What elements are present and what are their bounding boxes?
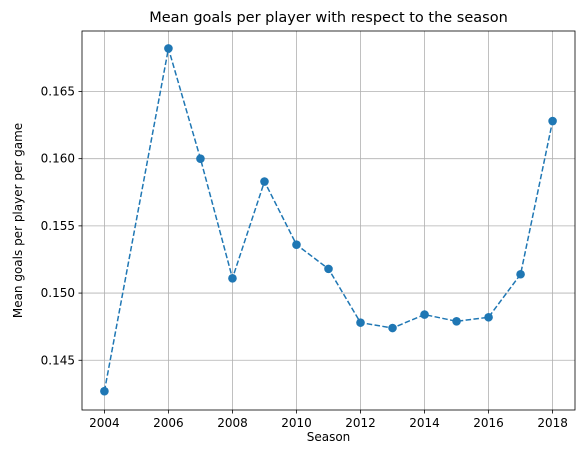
x-tick-label: 2018 <box>537 416 568 430</box>
data-point <box>292 240 301 249</box>
x-tick-label: 2016 <box>473 416 504 430</box>
y-tick-label: 0.145 <box>41 353 75 367</box>
chart-title: Mean goals per player with respect to th… <box>149 10 508 26</box>
x-axis-ticks: 2004 2006 2008 2010 2012 2014 2016 2018 <box>89 410 568 430</box>
data-point <box>164 44 173 53</box>
series-line <box>103 48 554 392</box>
data-points <box>100 44 557 396</box>
data-point <box>420 310 429 319</box>
data-point <box>516 269 525 279</box>
x-tick-label: 2012 <box>345 416 376 430</box>
data-point <box>388 323 397 333</box>
data-point <box>548 116 557 126</box>
data-point <box>356 318 365 327</box>
data-point <box>260 177 269 186</box>
y-axis-ticks: 0.145 0.150 0.155 0.160 0.165 <box>41 84 82 367</box>
x-tick-label: 2014 <box>409 416 440 430</box>
x-tick-label: 2006 <box>153 416 184 430</box>
grid <box>82 31 575 410</box>
y-tick-label: 0.150 <box>41 286 75 300</box>
data-point <box>100 386 109 396</box>
plot-frame <box>81 30 576 411</box>
x-tick-label: 2004 <box>89 416 120 430</box>
y-tick-label: 0.165 <box>41 84 75 98</box>
x-tick-label: 2008 <box>217 416 248 430</box>
x-tick-label: 2010 <box>281 416 312 430</box>
data-point <box>196 154 205 163</box>
data-point <box>228 273 237 283</box>
data-point <box>324 264 333 274</box>
data-point <box>484 312 493 322</box>
y-tick-label: 0.155 <box>41 219 75 233</box>
x-axis-title: Season <box>307 430 351 444</box>
y-tick-label: 0.160 <box>41 152 75 166</box>
y-axis-title: Mean goals per player per game <box>11 123 25 318</box>
data-point <box>452 316 461 326</box>
